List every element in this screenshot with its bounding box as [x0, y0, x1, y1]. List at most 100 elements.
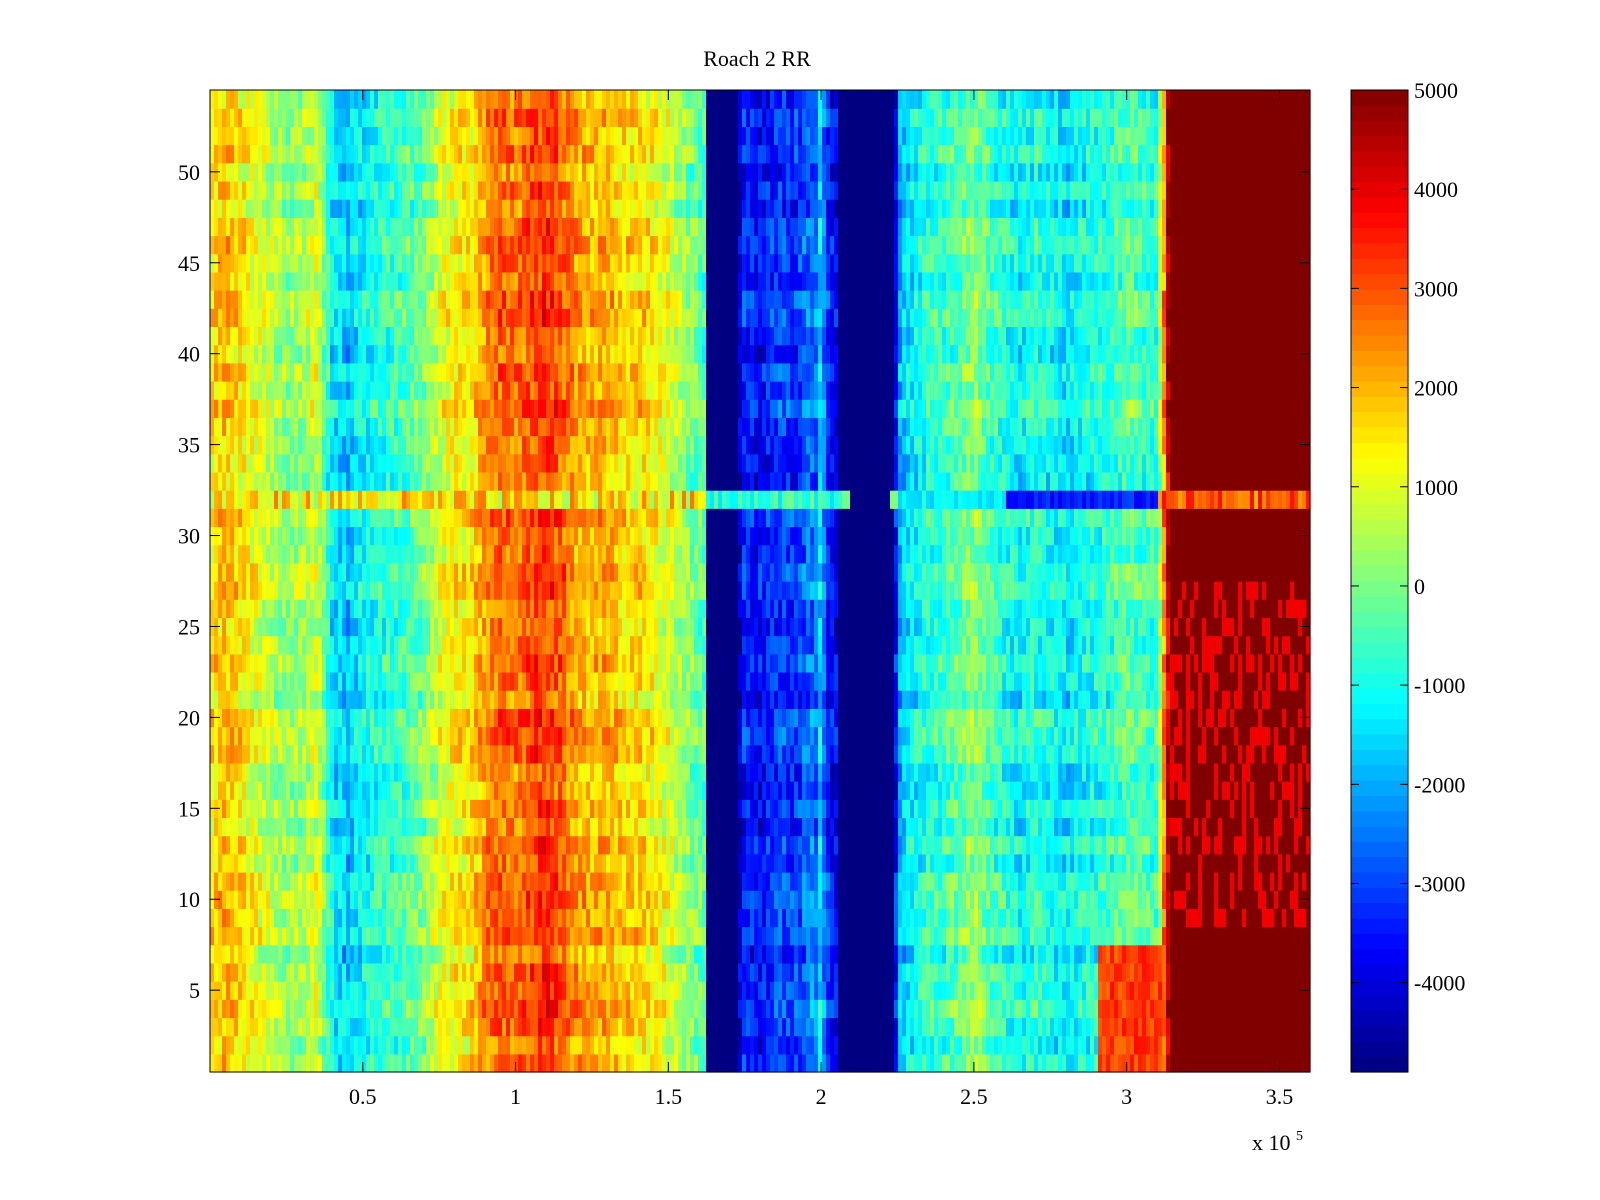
- heatmap-cell: [534, 908, 539, 928]
- heatmap-cell: [530, 817, 535, 837]
- heatmap-cell: [902, 1053, 907, 1073]
- heatmap-cell: [870, 871, 875, 891]
- heatmap-cell: [506, 781, 511, 800]
- heatmap-cell: [550, 999, 555, 1019]
- heatmap-cell: [666, 890, 671, 909]
- heatmap-cell: [938, 762, 943, 782]
- heatmap-cell: [1118, 999, 1123, 1019]
- heatmap-cell: [542, 944, 547, 964]
- heatmap-cell: [626, 762, 631, 782]
- heatmap-cell: [842, 853, 847, 873]
- heatmap-cell: [354, 853, 359, 873]
- heatmap-cell: [938, 817, 943, 837]
- heatmap-cell: [1066, 1017, 1071, 1037]
- heatmap-cell: [1226, 1017, 1231, 1037]
- heatmap-cell: [346, 1053, 351, 1073]
- heatmap-cell: [1018, 999, 1023, 1019]
- heatmap-cell: [338, 926, 343, 946]
- heatmap-cell: [1090, 908, 1095, 928]
- heatmap-cell: [382, 962, 387, 982]
- heatmap-cell: [490, 781, 495, 800]
- heatmap-cell: [1010, 835, 1015, 855]
- heatmap-cell: [906, 744, 911, 764]
- heatmap-cell: [538, 962, 543, 982]
- heatmap-cell: [498, 890, 503, 909]
- heatmap-cell: [1050, 762, 1055, 782]
- heatmap-cell: [258, 817, 263, 837]
- heatmap-cell: [838, 781, 843, 800]
- heatmap-cell: [238, 926, 243, 946]
- heatmap-cell: [1266, 1053, 1271, 1073]
- heatmap-cell: [378, 726, 383, 746]
- heatmap-cell: [846, 762, 851, 782]
- heatmap-cell: [374, 799, 379, 819]
- heatmap-cell: [766, 871, 771, 891]
- heatmap-cell: [1094, 799, 1099, 819]
- heatmap-cell: [690, 762, 695, 782]
- heatmap-cell: [210, 871, 215, 891]
- heatmap-cell: [306, 817, 311, 837]
- heatmap-cell: [250, 890, 255, 909]
- heatmap-cell: [378, 835, 383, 855]
- heatmap-cell: [698, 999, 703, 1019]
- heatmap-cell: [974, 781, 979, 800]
- heatmap-cell: [718, 926, 723, 946]
- heatmap-cell: [246, 908, 251, 928]
- heatmap-cell: [354, 926, 359, 946]
- heatmap-cell: [658, 981, 663, 1000]
- heatmap-cell: [378, 890, 383, 909]
- heatmap-cell: [394, 762, 399, 782]
- heatmap-cell: [1270, 871, 1275, 891]
- heatmap-cell: [898, 871, 903, 891]
- heatmap-cell: [818, 944, 823, 964]
- heatmap-cell: [814, 817, 819, 837]
- heatmap-cell: [818, 762, 823, 782]
- heatmap-cell: [214, 744, 219, 764]
- heatmap-cell: [334, 890, 339, 909]
- heatmap-cell: [1102, 944, 1107, 964]
- heatmap-cell: [1210, 890, 1215, 909]
- heatmap-cell: [970, 926, 975, 946]
- heatmap-cell: [778, 744, 783, 764]
- heatmap-cell: [626, 1035, 631, 1055]
- heatmap-cell: [1202, 835, 1207, 855]
- heatmap-cell: [930, 908, 935, 928]
- heatmap-cell: [434, 817, 439, 837]
- heatmap-cell: [446, 1053, 451, 1073]
- heatmap-cell: [906, 1053, 911, 1073]
- heatmap-cell: [1122, 799, 1127, 819]
- heatmap-cell: [262, 817, 267, 837]
- heatmap-cell: [834, 890, 839, 909]
- heatmap-cell: [1258, 981, 1263, 1000]
- heatmap-cell: [1070, 981, 1075, 1000]
- heatmap-cell: [682, 1053, 687, 1073]
- heatmap-cell: [670, 908, 675, 928]
- heatmap-cell: [1250, 1017, 1255, 1037]
- heatmap-cell: [230, 1053, 235, 1073]
- heatmap-cell: [398, 1017, 403, 1037]
- heatmap-cell: [906, 944, 911, 964]
- heatmap-cell: [990, 926, 995, 946]
- heatmap-cell: [746, 871, 751, 891]
- heatmap-cell: [746, 981, 751, 1000]
- heatmap-cell: [1254, 744, 1259, 764]
- heatmap-cell: [938, 908, 943, 928]
- heatmap-cell: [870, 926, 875, 946]
- heatmap-cell: [974, 908, 979, 928]
- heatmap-cell: [334, 835, 339, 855]
- heatmap-cell: [606, 781, 611, 800]
- heatmap-cell: [862, 962, 867, 982]
- heatmap-cell: [534, 981, 539, 1000]
- heatmap-cell: [310, 981, 315, 1000]
- heatmap-cell: [1058, 1017, 1063, 1037]
- heatmap-cell: [346, 817, 351, 837]
- heatmap-cell: [350, 962, 355, 982]
- heatmap-cell: [902, 962, 907, 982]
- heatmap-cell: [998, 1017, 1003, 1037]
- heatmap-cell: [306, 981, 311, 1000]
- heatmap-cell: [266, 926, 271, 946]
- heatmap-cell: [538, 853, 543, 873]
- heatmap-cell: [698, 762, 703, 782]
- heatmap-cell: [1198, 926, 1203, 946]
- heatmap-cell: [866, 744, 871, 764]
